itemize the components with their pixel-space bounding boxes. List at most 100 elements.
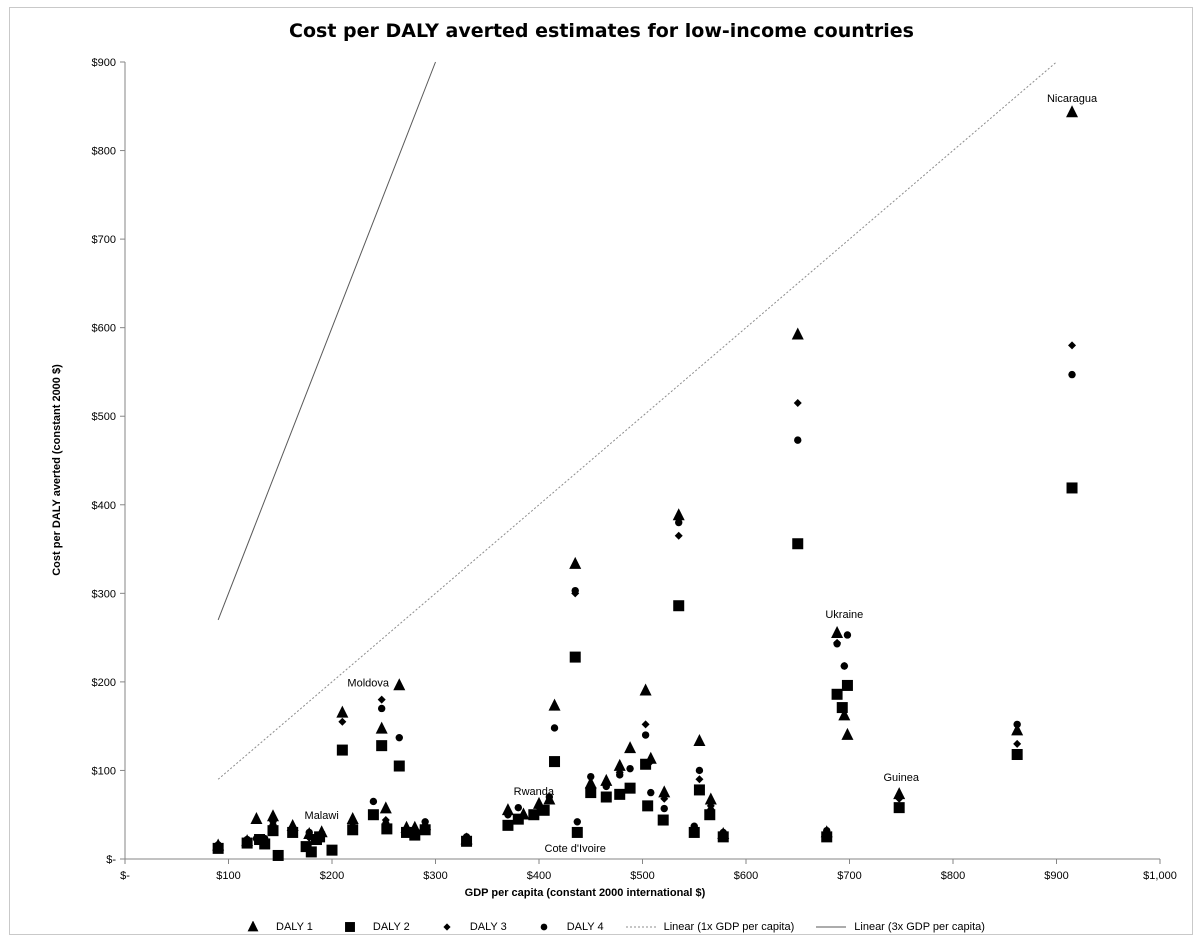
point-daly-1 — [346, 811, 359, 824]
point-daly-2 — [569, 651, 581, 663]
legend-item: Linear (3x GDP per capita) — [814, 921, 985, 933]
x-tick-label: $700 — [837, 870, 861, 882]
legend-swatch — [814, 921, 848, 933]
legend-item: DALY 3 — [430, 921, 507, 933]
point-daly-4 — [462, 833, 471, 841]
point-daly-2 — [841, 679, 853, 691]
point-daly-4 — [1013, 720, 1021, 729]
point-daly-2 — [673, 600, 685, 612]
point-daly-2 — [393, 760, 405, 772]
point-daly-2 — [893, 802, 905, 814]
point-daly-1 — [267, 809, 280, 822]
point-daly-4 — [840, 662, 849, 670]
point-daly-4 — [395, 733, 403, 742]
point-daly-2 — [326, 844, 338, 856]
point-daly-2 — [502, 819, 514, 831]
legend-label: DALY 1 — [276, 921, 313, 933]
y-tick-label: $800 — [92, 146, 116, 158]
legend-item: DALY 1 — [236, 921, 313, 933]
point-daly-4 — [514, 803, 522, 812]
legend-item: DALY 4 — [527, 921, 604, 933]
x-tick-label: $200 — [320, 870, 344, 882]
point-daly-3 — [338, 717, 347, 726]
annotation-label: Malawi — [305, 810, 339, 822]
point-daly-3 — [641, 720, 650, 729]
point-daly-1 — [250, 811, 263, 824]
annotation-label: Rwanda — [514, 786, 555, 798]
point-daly-2 — [704, 809, 716, 821]
y-tick-label: $600 — [92, 323, 116, 335]
point-daly-2 — [272, 849, 284, 861]
point-daly-4 — [550, 724, 559, 732]
point-daly-1 — [639, 683, 652, 696]
point-daly-4 — [641, 731, 650, 739]
point-daly-4 — [833, 640, 841, 648]
point-daly-3 — [895, 794, 904, 803]
y-tick-label: $- — [106, 854, 116, 866]
annotation-label: Moldova — [347, 677, 389, 689]
point-daly-1 — [600, 773, 613, 786]
point-daly-2 — [657, 814, 669, 826]
point-daly-4 — [243, 835, 251, 844]
point-daly-1 — [704, 792, 717, 805]
y-tick-label: $200 — [92, 677, 116, 689]
point-daly-2 — [624, 782, 636, 794]
annotation-label: Ukraine — [825, 609, 863, 621]
point-daly-2 — [1011, 749, 1023, 761]
point-daly-4 — [402, 826, 411, 834]
point-daly-2 — [600, 791, 612, 803]
point-daly-3 — [305, 833, 314, 842]
legend-item: Linear (1x GDP per capita) — [624, 921, 794, 933]
legend-label: DALY 4 — [566, 921, 604, 933]
point-daly-4 — [269, 821, 277, 830]
x-tick-label: $400 — [527, 870, 551, 882]
point-daly-2 — [688, 826, 700, 838]
point-daly-1 — [624, 741, 637, 754]
point-daly-2 — [419, 824, 431, 836]
annotation-label: Nicaragua — [1047, 93, 1098, 105]
point-daly-4 — [660, 804, 668, 813]
y-tick-label: $100 — [92, 765, 116, 777]
chart-title: Cost per DALY averted estimates for low-… — [289, 20, 914, 42]
point-daly-3 — [646, 757, 655, 766]
legend-marker — [443, 923, 451, 931]
y-tick-label: $500 — [92, 411, 116, 423]
y-tick-label: $900 — [92, 57, 116, 69]
point-daly-2 — [585, 787, 597, 799]
point-daly-3 — [674, 531, 683, 540]
legend-marker — [247, 921, 259, 932]
point-daly-2 — [336, 744, 348, 756]
point-daly-3 — [586, 784, 595, 793]
point-daly-2 — [693, 784, 705, 796]
point-daly-4 — [571, 586, 579, 595]
point-daly-2 — [836, 702, 848, 714]
point-daly-2 — [512, 813, 524, 825]
point-daly-4 — [602, 782, 610, 791]
point-daly-4 — [377, 704, 386, 713]
point-daly-4 — [1068, 370, 1076, 379]
trend-lines — [217, 61, 1057, 780]
legend-swatch — [430, 921, 464, 933]
point-daly-3 — [550, 702, 559, 711]
point-daly-4 — [647, 788, 655, 797]
point-daly-1 — [1011, 723, 1024, 736]
point-daly-2 — [1066, 482, 1078, 494]
point-daly-1 — [831, 625, 844, 638]
point-daly-2 — [367, 809, 379, 821]
point-daly-3 — [1068, 341, 1077, 350]
point-daly-3 — [793, 398, 802, 407]
point-daly-1 — [1066, 105, 1079, 118]
point-daly-2 — [267, 825, 279, 837]
point-daly-1 — [375, 721, 388, 734]
point-daly-2 — [376, 740, 388, 752]
x-tick-label: $300 — [423, 870, 447, 882]
x-tick-label: $500 — [630, 870, 654, 882]
x-tick-label: $- — [120, 870, 130, 882]
point-daly-4 — [305, 828, 313, 837]
legend-swatch — [624, 921, 658, 933]
x-tick-label: $600 — [734, 870, 758, 882]
point-daly-3 — [1013, 739, 1022, 748]
point-daly-1 — [501, 803, 514, 816]
point-daly-4 — [411, 828, 419, 837]
point-daly-4 — [545, 793, 554, 801]
